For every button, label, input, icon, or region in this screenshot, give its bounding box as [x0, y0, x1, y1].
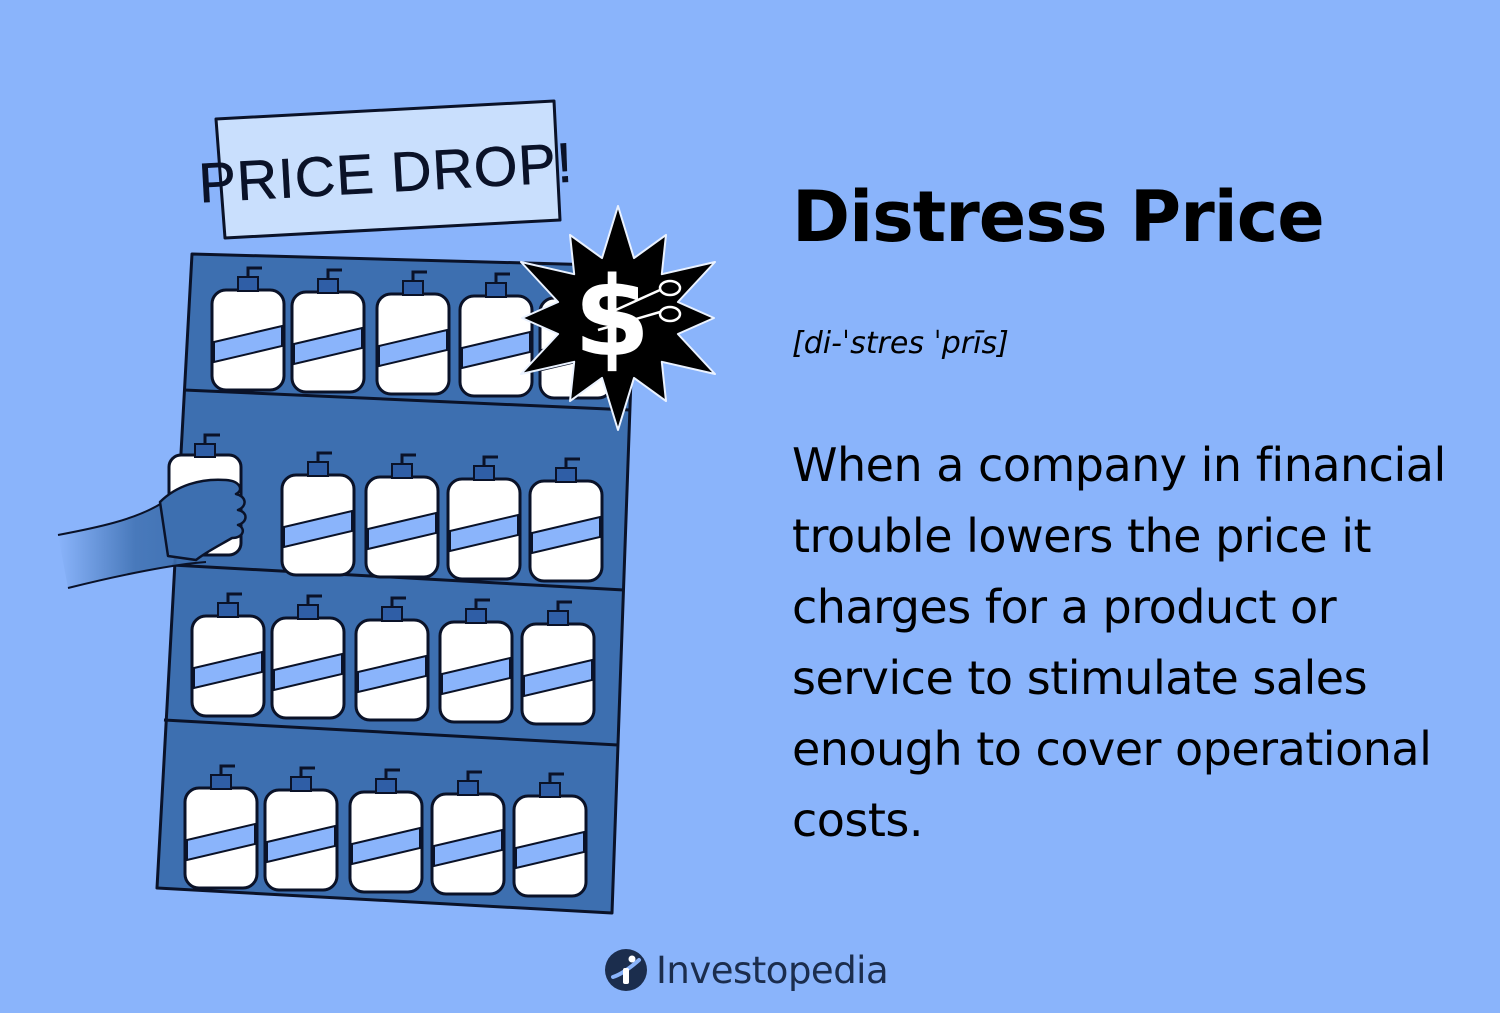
term-title: Distress Price	[792, 176, 1325, 258]
lotion-bottle	[183, 764, 259, 890]
lotion-bottle	[280, 451, 356, 577]
shelf-divider	[183, 388, 631, 412]
arm-outline	[57, 502, 207, 589]
lotion-bottle	[263, 766, 339, 892]
lotion-bottle	[446, 455, 522, 581]
lotion-bottle	[520, 600, 596, 726]
scissors-icon	[597, 279, 682, 332]
lotion-bottle	[430, 770, 506, 896]
price-drop-sign: PRICE DROP!	[197, 99, 575, 240]
lotion-bottle	[354, 596, 430, 722]
term-definition: When a company in financial trouble lowe…	[792, 438, 1446, 847]
shelf-unit	[155, 252, 637, 915]
discount-badge: $	[520, 205, 716, 431]
lotion-bottle	[528, 457, 604, 583]
lotion-bottle	[190, 592, 266, 718]
lotion-bottle	[270, 594, 346, 720]
lotion-bottle	[210, 266, 286, 392]
dollar-icon: $	[574, 253, 651, 381]
investopedia-logo-icon	[605, 949, 647, 991]
brand-name: Investopedia	[656, 948, 889, 992]
lotion-bottle	[512, 772, 588, 898]
shelf-divider	[163, 718, 619, 747]
lotion-bottle	[364, 453, 440, 579]
lotion-bottle	[458, 272, 534, 398]
term-pronunciation: [di-ˈstres ˈprīs]	[792, 326, 1009, 361]
lotion-bottle	[375, 270, 451, 396]
lotion-bottle	[348, 768, 424, 894]
lotion-bottle	[438, 598, 514, 724]
brand-logo: Investopedia	[604, 944, 889, 996]
hand	[158, 478, 247, 562]
lotion-bottle	[290, 268, 366, 394]
